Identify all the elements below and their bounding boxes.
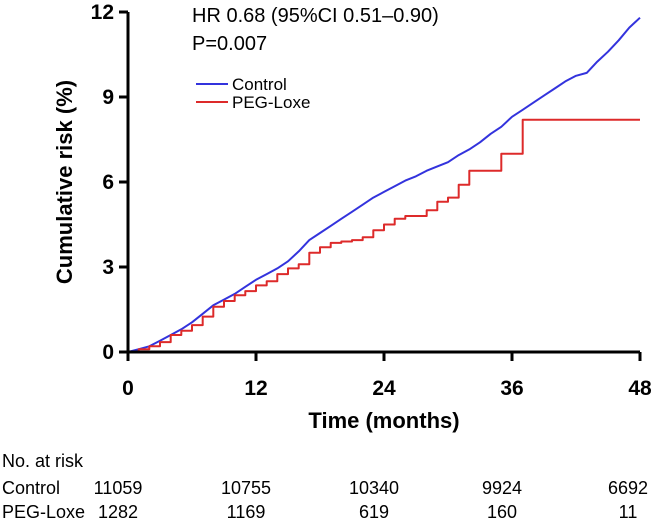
x-tick-label: 0	[122, 377, 134, 400]
risk-cell-peg-loxe: 619	[358, 502, 390, 522]
series-line-control	[127, 16, 641, 353]
x-axis-title: Time (months)	[308, 408, 459, 433]
risk-cell-control: 11059	[93, 478, 143, 498]
risk-cell-control: 10340	[348, 478, 400, 498]
x-tick-label: 12	[244, 377, 267, 400]
y-axis-title: Cumulative risk (%)	[52, 80, 77, 284]
hazard-ratio-annotation: HR 0.68 (95%CI 0.51–0.90)	[192, 5, 439, 27]
risk-table-title: No. at risk	[2, 451, 84, 471]
x-tick-label: 48	[628, 377, 652, 400]
risk-cell-peg-loxe: 11	[618, 502, 638, 522]
risk-cell-control: 6692	[607, 478, 649, 498]
x-tick-label: 24	[372, 377, 396, 400]
legend-label-control: Control	[232, 75, 287, 94]
plot-lines	[127, 16, 641, 353]
y-tick-label: 12	[91, 1, 114, 24]
risk-cell-peg-loxe: 160	[486, 502, 518, 522]
y-tick-label: 9	[102, 86, 114, 109]
legend: Control PEG-Loxe	[196, 75, 310, 112]
y-tick-label: 3	[102, 256, 114, 279]
risk-row-label-control: Control	[2, 478, 61, 498]
risk-row-label-peg-loxe: PEG-Loxe	[2, 502, 86, 522]
legend-label-peg-loxe: PEG-Loxe	[232, 93, 310, 112]
risk-cell-control: 9924	[481, 478, 523, 498]
risk-cell-peg-loxe: 1282	[97, 502, 139, 522]
series-line-peg-loxe	[128, 118, 640, 353]
p-value-annotation: P=0.007	[192, 33, 267, 55]
y-tick-label: 0	[102, 341, 114, 364]
y-tick-label: 6	[102, 171, 114, 194]
risk-cell-peg-loxe: 1169	[226, 502, 266, 522]
axes	[126, 12, 640, 354]
x-tick-label: 36	[500, 377, 523, 400]
risk-cell-control: 10755	[220, 478, 272, 498]
